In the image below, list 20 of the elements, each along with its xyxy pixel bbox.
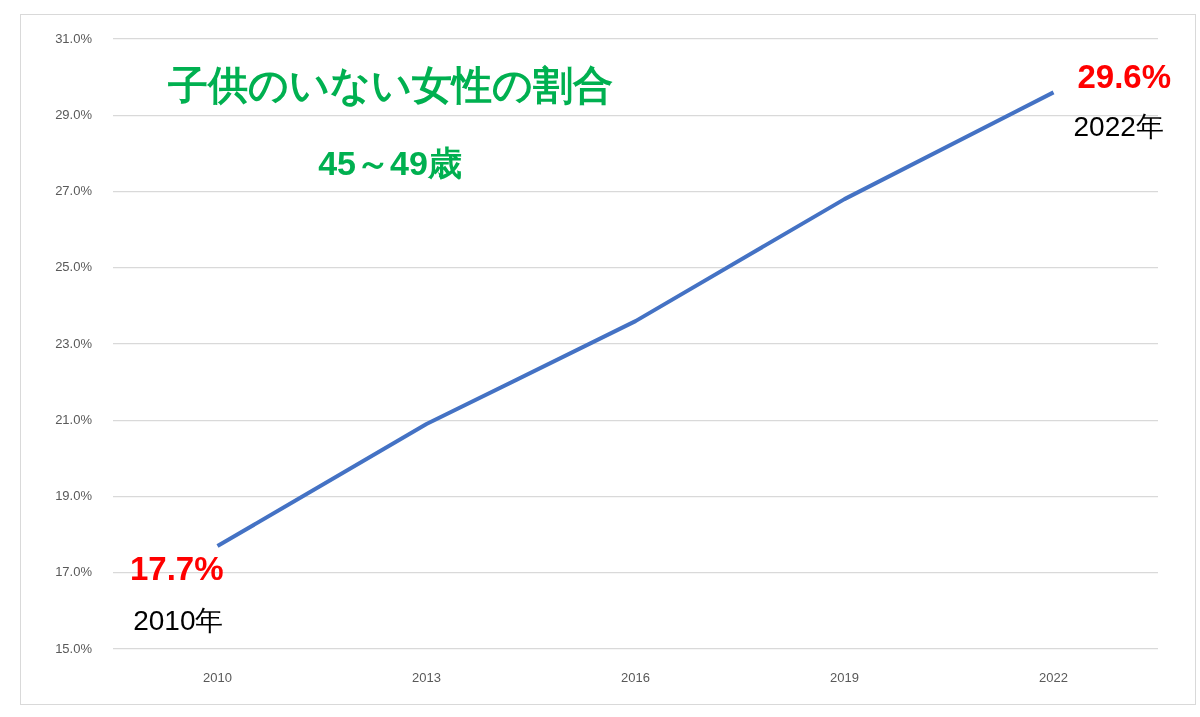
y-tick-label: 17.0%: [55, 564, 93, 580]
x-tick-label: 2022: [1039, 670, 1068, 686]
y-tick-label: 31.0%: [55, 30, 93, 46]
x-tick-label: 2013: [412, 670, 441, 686]
y-tick-label: 19.0%: [55, 488, 93, 504]
y-tick-label: 21.0%: [55, 411, 93, 427]
y-tick-label: 23.0%: [55, 335, 93, 351]
text: 45～49歳: [317, 143, 463, 184]
x-tick-label: 2016: [621, 670, 650, 686]
y-tick-label: 15.0%: [55, 640, 93, 656]
x-tick-label: 2019: [830, 670, 859, 686]
text: 子供のいない女性の割合: [166, 62, 614, 109]
annotation: 2022年: [1073, 111, 1164, 143]
annotation: 2010年: [133, 604, 224, 636]
y-tick-label: 27.0%: [55, 183, 93, 199]
y-tick-label: 29.0%: [55, 106, 93, 122]
x-tick-label: 2010: [203, 670, 232, 686]
data-label: 29.6%: [1077, 58, 1172, 96]
data-label: 17.7%: [129, 549, 224, 587]
y-tick-label: 25.0%: [55, 259, 93, 275]
